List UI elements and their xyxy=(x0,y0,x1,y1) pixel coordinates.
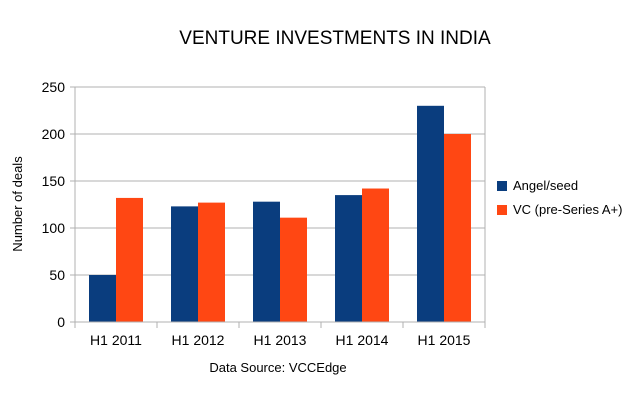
y-tick-label: 50 xyxy=(49,267,65,283)
x-axis-ticks: H1 2011 H1 2012 H1 2013 H1 2014 H1 2015 xyxy=(74,321,486,348)
legend-swatch xyxy=(497,205,507,215)
bar-vc-pre-series-a-4 xyxy=(444,134,471,322)
y-axis-label: Number of deals xyxy=(10,156,25,252)
legend-swatch xyxy=(497,181,507,191)
bar-angel-seed-3 xyxy=(335,195,362,322)
y-axis-ticks: 0 50 100 150 200 250 xyxy=(42,79,75,330)
bar-angel-seed-2 xyxy=(253,201,280,322)
data-source-note: Data Source: VCCEdge xyxy=(209,360,346,375)
bar-angel-seed-0 xyxy=(89,275,116,322)
bar-angel-seed-1 xyxy=(171,206,198,322)
y-tick-label: 150 xyxy=(42,173,66,189)
x-tick-label: H1 2012 xyxy=(172,332,225,348)
legend: Angel/seed VC (pre-Series A+) xyxy=(497,178,622,217)
x-tick-label: H1 2011 xyxy=(90,332,142,348)
x-tick-label: H1 2015 xyxy=(418,332,471,348)
y-tick-label: 250 xyxy=(42,79,66,95)
legend-label: Angel/seed xyxy=(513,178,578,193)
bar-vc-pre-series-a-2 xyxy=(280,217,307,322)
bar-angel-seed-4 xyxy=(417,105,444,322)
x-tick-label: H1 2013 xyxy=(254,332,307,348)
legend-label: VC (pre-Series A+) xyxy=(513,202,622,217)
y-tick-label: 0 xyxy=(57,314,65,330)
x-tick-label: H1 2014 xyxy=(336,332,389,348)
chart-title: VENTURE INVESTMENTS IN INDIA xyxy=(179,28,491,49)
y-tick-label: 200 xyxy=(42,126,66,142)
bar-vc-pre-series-a-0 xyxy=(116,197,143,322)
y-tick-label: 100 xyxy=(42,220,66,236)
bars xyxy=(89,105,471,322)
bar-vc-pre-series-a-3 xyxy=(362,188,389,322)
bar-vc-pre-series-a-1 xyxy=(198,202,225,322)
